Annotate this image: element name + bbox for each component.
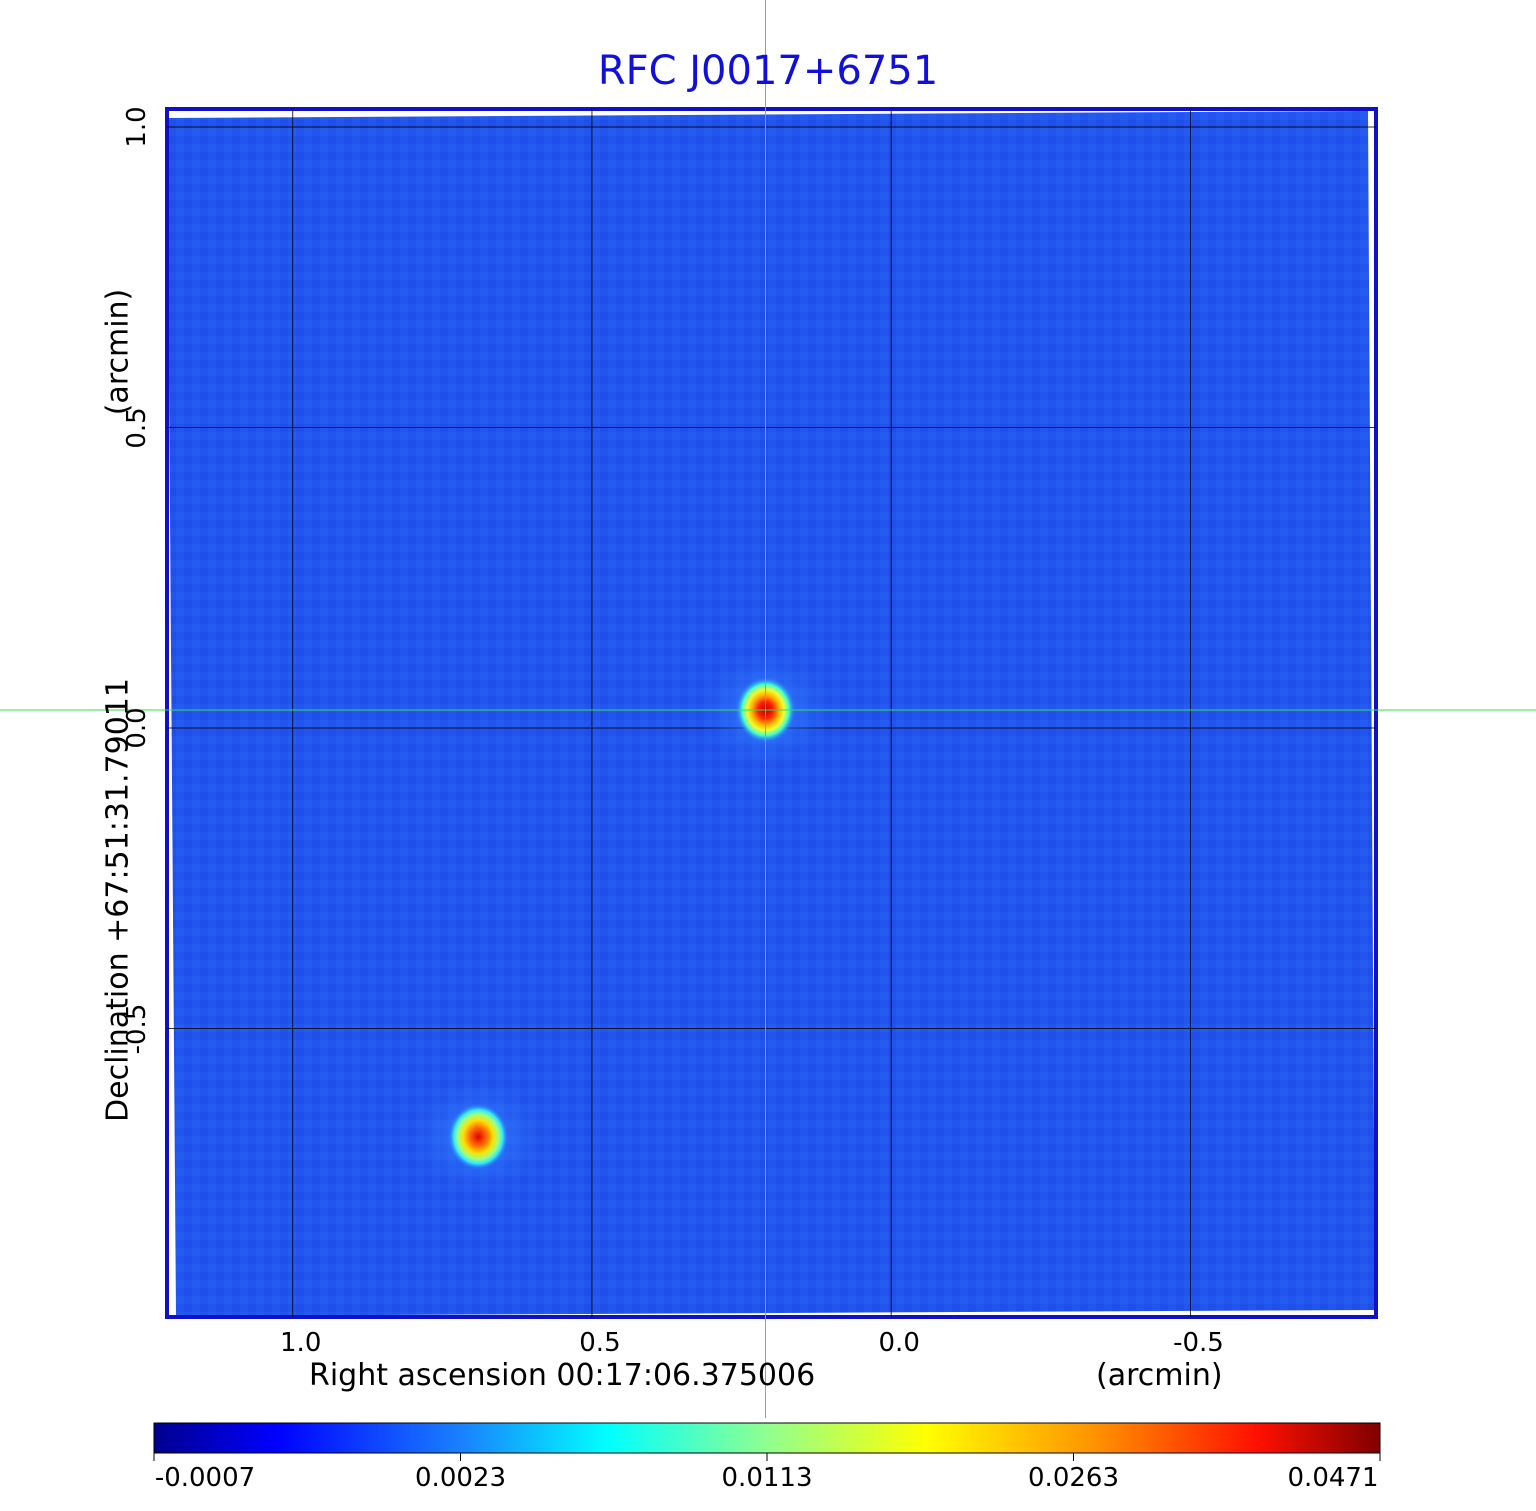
colorbar-tick-label: 0.0471 xyxy=(1287,1463,1379,1493)
x-tick-label: 0.0 xyxy=(878,1328,920,1358)
x-tick-label: 1.0 xyxy=(280,1328,322,1358)
colorbar-tick-label: -0.0007 xyxy=(154,1463,256,1493)
plot-frame xyxy=(165,107,1378,1319)
colorbar xyxy=(153,1422,1381,1454)
crosshair xyxy=(0,0,1536,1418)
source-peak-1 xyxy=(448,1103,509,1170)
y-axis-unit: (arcmin) xyxy=(100,288,136,416)
x-axis-unit: (arcmin) xyxy=(1096,1358,1223,1393)
x-axis-title: Right ascension 00:17:06.375006 xyxy=(309,1358,816,1393)
y-axis-title: Declination +67:51:31.79011 xyxy=(100,678,136,1122)
chart-title: RFC J0017+6751 xyxy=(597,48,939,94)
colorbar-tick-label: 0.0023 xyxy=(415,1463,506,1493)
x-tick-label: -0.5 xyxy=(1173,1328,1224,1358)
colorbar-tick-label: 0.0113 xyxy=(721,1463,813,1493)
x-tick-label: 0.5 xyxy=(579,1328,621,1358)
coordinate-grid xyxy=(167,109,1376,1317)
colorbar-tick-label: 0.0263 xyxy=(1028,1463,1119,1493)
y-tick-label: 1.0 xyxy=(122,106,152,148)
colorbar-ticks xyxy=(153,1453,1381,1461)
